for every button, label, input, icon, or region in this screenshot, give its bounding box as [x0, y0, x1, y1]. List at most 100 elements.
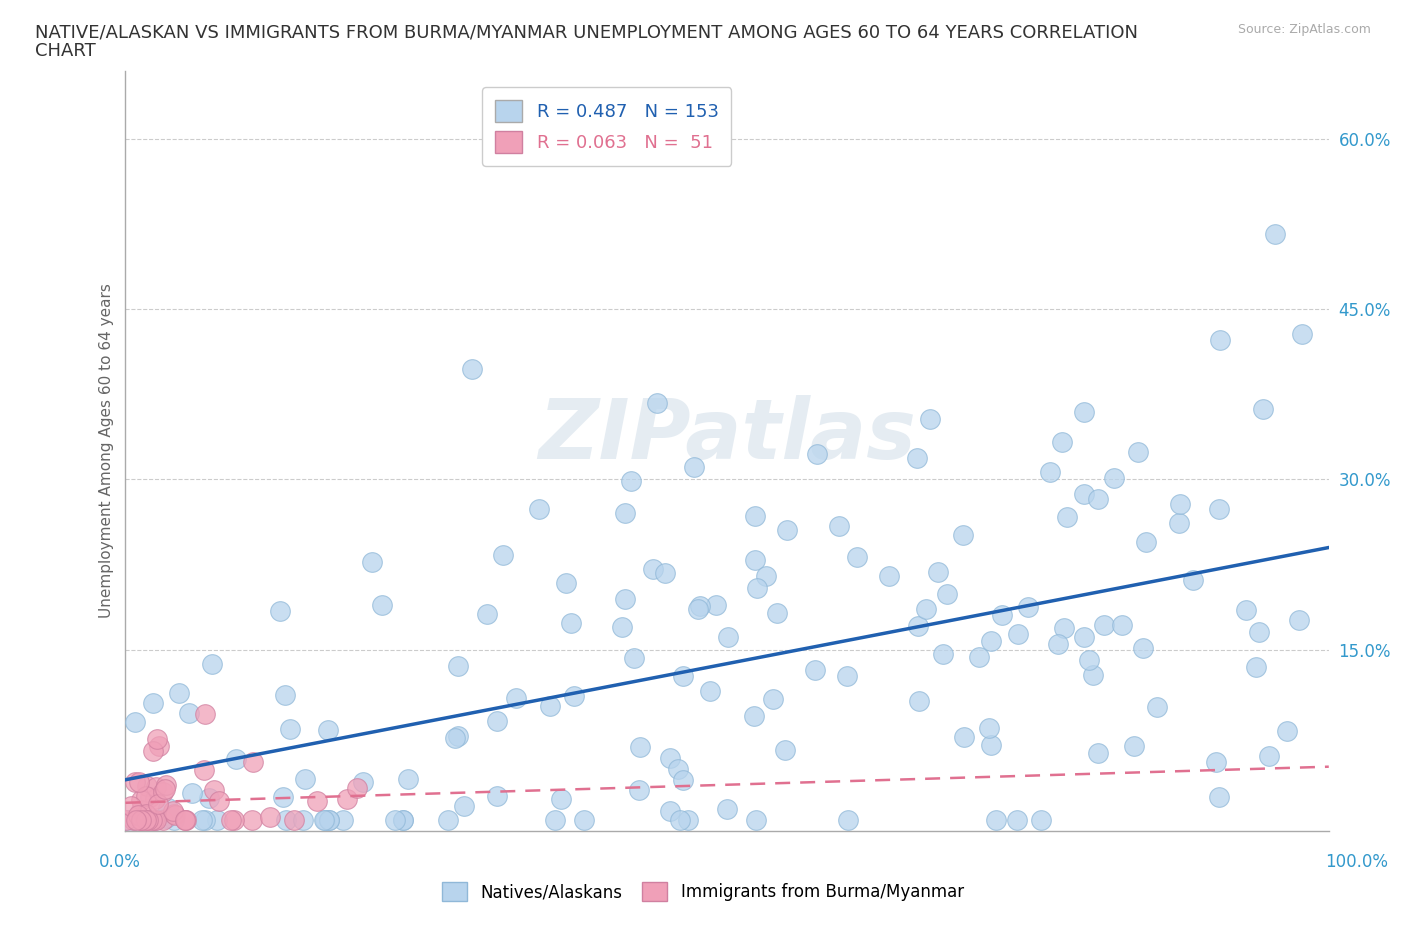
Point — [1291, 326, 1313, 341]
Point — [332, 813, 354, 828]
Point — [115, 813, 138, 828]
Point — [242, 754, 264, 769]
Point — [129, 802, 152, 817]
Point — [122, 813, 145, 828]
Point — [927, 565, 949, 579]
Point — [208, 793, 231, 808]
Point — [314, 813, 336, 828]
Point — [766, 605, 789, 620]
Point — [1146, 700, 1168, 715]
Point — [274, 688, 297, 703]
Point — [194, 813, 217, 828]
Point — [1275, 724, 1298, 738]
Point — [141, 813, 163, 828]
Point — [645, 396, 668, 411]
Point — [744, 552, 766, 567]
Point — [1234, 603, 1257, 618]
Point — [1244, 659, 1267, 674]
Point — [612, 620, 634, 635]
Point — [163, 806, 186, 821]
Point — [1092, 618, 1115, 632]
Point — [155, 811, 177, 826]
Point — [1073, 630, 1095, 644]
Point — [174, 813, 197, 828]
Point — [198, 790, 221, 805]
Point — [1029, 813, 1052, 828]
Point — [191, 813, 214, 828]
Point — [240, 813, 263, 828]
Point — [980, 634, 1002, 649]
Point — [145, 779, 167, 794]
Point — [806, 446, 828, 461]
Point — [165, 807, 187, 822]
Legend: Natives/Alaskans, Immigrants from Burma/Myanmar: Natives/Alaskans, Immigrants from Burma/… — [436, 876, 970, 908]
Point — [755, 568, 778, 583]
Point — [762, 692, 785, 707]
Point — [283, 813, 305, 828]
Point — [352, 775, 374, 790]
Point — [678, 813, 700, 828]
Point — [148, 738, 170, 753]
Point — [907, 694, 929, 709]
Point — [305, 793, 328, 808]
Point — [686, 602, 709, 617]
Point — [672, 669, 695, 684]
Point — [659, 751, 682, 765]
Point — [135, 807, 157, 822]
Point — [155, 777, 177, 792]
Point — [142, 696, 165, 711]
Point — [447, 729, 470, 744]
Point — [1209, 332, 1232, 347]
Point — [980, 737, 1002, 752]
Point — [485, 713, 508, 728]
Point — [936, 586, 959, 601]
Text: Source: ZipAtlas.com: Source: ZipAtlas.com — [1237, 23, 1371, 36]
Point — [1087, 492, 1109, 507]
Point — [461, 361, 484, 376]
Point — [174, 813, 197, 828]
Point — [560, 616, 582, 631]
Point — [1087, 746, 1109, 761]
Point — [666, 762, 689, 777]
Point — [174, 813, 197, 828]
Point — [143, 813, 166, 828]
Point — [1168, 515, 1191, 530]
Text: 100.0%: 100.0% — [1326, 853, 1388, 871]
Point — [1073, 405, 1095, 419]
Point — [129, 813, 152, 828]
Legend: R = 0.487   N = 153, R = 0.063   N =  51: R = 0.487 N = 153, R = 0.063 N = 51 — [482, 87, 731, 166]
Point — [1007, 626, 1029, 641]
Point — [312, 813, 335, 828]
Point — [877, 569, 900, 584]
Text: ZIPatlas: ZIPatlas — [538, 395, 917, 476]
Point — [194, 707, 217, 722]
Point — [952, 730, 974, 745]
Point — [827, 518, 849, 533]
Point — [668, 813, 690, 828]
Point — [163, 813, 186, 828]
Point — [1050, 434, 1073, 449]
Point — [837, 669, 859, 684]
Point — [1122, 739, 1144, 754]
Point — [745, 813, 768, 828]
Point — [136, 813, 159, 828]
Point — [202, 783, 225, 798]
Point — [1205, 754, 1227, 769]
Point — [952, 528, 974, 543]
Point — [271, 790, 294, 804]
Point — [391, 813, 413, 828]
Point — [169, 686, 191, 701]
Point — [371, 598, 394, 613]
Point — [145, 813, 167, 828]
Point — [274, 813, 297, 828]
Point — [544, 813, 567, 828]
Point — [222, 813, 245, 828]
Point — [628, 739, 651, 754]
Text: 0.0%: 0.0% — [98, 853, 141, 871]
Point — [131, 813, 153, 828]
Point — [136, 813, 159, 828]
Point — [193, 763, 215, 777]
Point — [742, 709, 765, 724]
Point — [346, 780, 368, 795]
Point — [162, 804, 184, 818]
